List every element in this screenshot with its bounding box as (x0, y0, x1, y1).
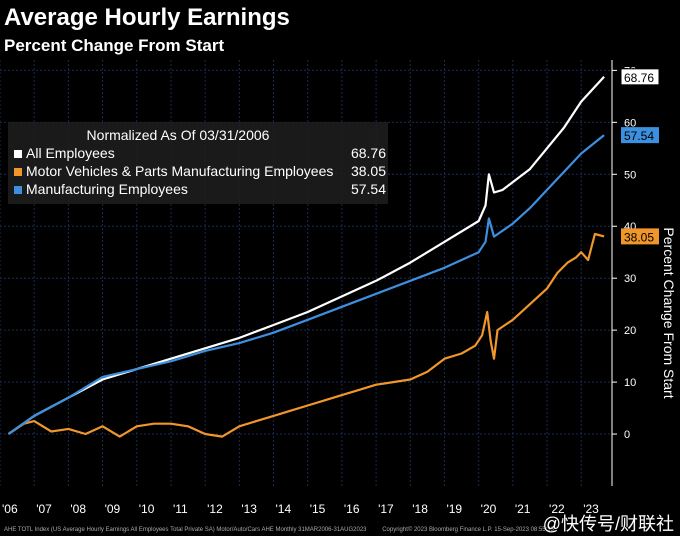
x-tick-label: '13 (241, 502, 257, 516)
end-value-box (620, 68, 660, 86)
legend-series-name: Motor Vehicles & Parts Manufacturing Emp… (26, 163, 333, 179)
y-tick-label: 0 (624, 429, 630, 441)
x-tick-label: '23 (583, 502, 599, 516)
chart-footer: AHE TOTL Index (US Average Hourly Earnin… (4, 527, 554, 533)
x-tick-label: '11 (173, 502, 188, 516)
legend-swatch (14, 168, 22, 176)
x-tick-label: '15 (310, 502, 326, 516)
y-tick-label: 10 (624, 377, 636, 389)
end-value-box (621, 127, 659, 144)
end-value-label: 38.05 (624, 230, 654, 244)
end-value-box (621, 228, 659, 245)
y-tick-label: 30 (624, 273, 636, 285)
legend-series-value: 68.76 (351, 145, 386, 161)
y-tick-label: 50 (624, 169, 636, 181)
y-axis-label: Percent Change From Start (661, 227, 677, 398)
x-tick-label: '16 (344, 502, 360, 516)
footer-source: AHE TOTL Index (US Average Hourly Earnin… (4, 527, 367, 533)
y-tick-label: 60 (624, 117, 636, 129)
legend-series-name: All Employees (26, 145, 115, 161)
legend-swatch (14, 150, 22, 158)
series-line (7, 232, 605, 438)
footer-copyright: Copyright© 2023 Bloomberg Finance L.P. 1… (382, 527, 554, 533)
chart-title: Average Hourly Earnings (4, 4, 290, 31)
end-value-label: 68.76 (624, 71, 654, 85)
x-tick-label: '19 (446, 502, 462, 516)
series-line (7, 134, 605, 435)
x-tick-label: '20 (481, 502, 497, 516)
legend-series-name: Manufacturing Employees (26, 181, 188, 197)
x-tick-label: '10 (139, 502, 155, 516)
legend-swatch (14, 186, 22, 194)
legend-heading: Normalized As Of 03/31/2006 (87, 127, 270, 143)
legend-box (8, 122, 388, 204)
x-tick-label: '08 (70, 502, 86, 516)
legend-series-value: 57.54 (351, 181, 386, 197)
x-tick-label: '18 (412, 502, 428, 516)
x-tick-label: '14 (276, 502, 292, 516)
x-tick-label: '17 (378, 502, 394, 516)
x-tick-label: '22 (549, 502, 565, 516)
chart-subtitle: Percent Change From Start (4, 36, 225, 55)
x-tick-label: '21 (515, 502, 531, 516)
y-tick-label: 20 (624, 325, 636, 337)
end-value-label: 57.54 (624, 129, 654, 143)
legend-series-value: 38.05 (351, 163, 386, 179)
x-tick-label: '12 (207, 502, 223, 516)
x-tick-label: '06 (2, 502, 18, 516)
x-tick-label: '09 (105, 502, 121, 516)
x-tick-label: '07 (36, 502, 52, 516)
watermark: @快传号/财联社 (542, 514, 674, 534)
